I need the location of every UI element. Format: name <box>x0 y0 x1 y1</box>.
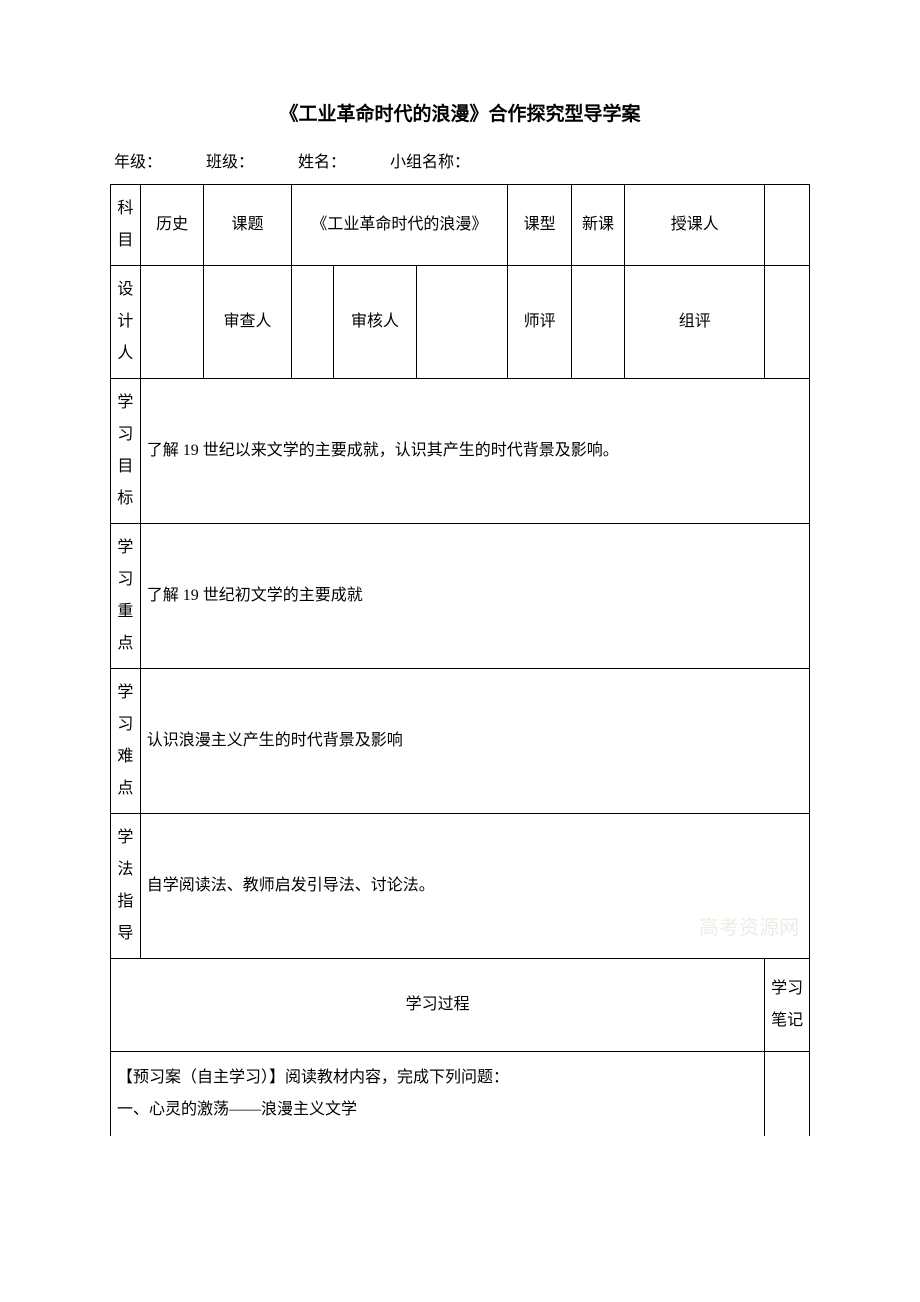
methods-content-cell: 自学阅读法、教师启发引导法、讨论法。 高考资源网 <box>140 813 809 958</box>
table-row: 学习重点 了解 19 世纪初文学的主要成就 <box>111 523 810 668</box>
process-label: 学习过程 <box>111 958 765 1051</box>
table-row: 学习过程 学习笔记 <box>111 958 810 1051</box>
auditor-value <box>416 265 507 378</box>
type-label: 课型 <box>508 184 572 265</box>
table-row: 科目 历史 课题 《工业革命时代的浪漫》 课型 新课 授课人 <box>111 184 810 265</box>
keypoints-label: 学习重点 <box>111 523 141 668</box>
keypoints-content: 了解 19 世纪初文学的主要成就 <box>140 523 809 668</box>
teacher-value <box>765 184 810 265</box>
notes-label: 学习笔记 <box>765 958 810 1051</box>
table-row: 学法指导 自学阅读法、教师启发引导法、讨论法。 高考资源网 <box>111 813 810 958</box>
table-row: 【预习案（自主学习）】阅读教材内容，完成下列问题： 一、心灵的激荡——浪漫主义文… <box>111 1051 810 1136</box>
subject-value: 历史 <box>140 184 204 265</box>
grade-label: 年级： <box>114 154 162 171</box>
preview-line-2: 一、心灵的激荡——浪漫主义文学 <box>117 1094 758 1126</box>
table-row: 学习难点 认识浪漫主义产生的时代背景及影响 <box>111 668 810 813</box>
auditor-label: 审核人 <box>334 265 417 378</box>
table-row: 学习目标 了解 19 世纪以来文学的主要成就，认识其产生的时代背景及影响。 <box>111 378 810 523</box>
table-row: 设计人 审查人 审核人 师评 组评 <box>111 265 810 378</box>
topic-value: 《工业革命时代的浪漫》 <box>291 184 508 265</box>
methods-content: 自学阅读法、教师启发引导法、讨论法。 <box>147 877 435 894</box>
topic-label: 课题 <box>204 184 291 265</box>
designer-label: 设计人 <box>111 265 141 378</box>
class-label: 班级： <box>206 154 254 171</box>
lesson-plan-table: 科目 历史 课题 《工业革命时代的浪漫》 课型 新课 授课人 设计人 审查人 审… <box>110 184 810 1136</box>
teacher-label: 授课人 <box>625 184 765 265</box>
teacher-eval-label: 师评 <box>508 265 572 378</box>
name-label: 姓名： <box>298 154 346 171</box>
header-info-line: 年级： 班级： 姓名： 小组名称： <box>110 150 810 176</box>
group-eval-label: 组评 <box>625 265 765 378</box>
type-value: 新课 <box>571 184 624 265</box>
difficulties-label: 学习难点 <box>111 668 141 813</box>
preview-line-1: 【预习案（自主学习）】阅读教材内容，完成下列问题： <box>117 1062 758 1094</box>
preview-content-cell: 【预习案（自主学习）】阅读教材内容，完成下列问题： 一、心灵的激荡——浪漫主义文… <box>111 1051 765 1136</box>
reviewer-value <box>291 265 333 378</box>
designer-value <box>140 265 204 378</box>
group-eval-value <box>765 265 810 378</box>
subject-label: 科目 <box>111 184 141 265</box>
reviewer-label: 审查人 <box>204 265 291 378</box>
teacher-eval-value <box>571 265 624 378</box>
objectives-label: 学习目标 <box>111 378 141 523</box>
methods-label: 学法指导 <box>111 813 141 958</box>
objectives-content: 了解 19 世纪以来文学的主要成就，认识其产生的时代背景及影响。 <box>140 378 809 523</box>
notes-cell <box>765 1051 810 1136</box>
group-label: 小组名称： <box>390 154 470 171</box>
watermark-text: 高考资源网 <box>699 908 799 948</box>
difficulties-content: 认识浪漫主义产生的时代背景及影响 <box>140 668 809 813</box>
document-title: 《工业革命时代的浪漫》合作探究型导学案 <box>110 100 810 130</box>
